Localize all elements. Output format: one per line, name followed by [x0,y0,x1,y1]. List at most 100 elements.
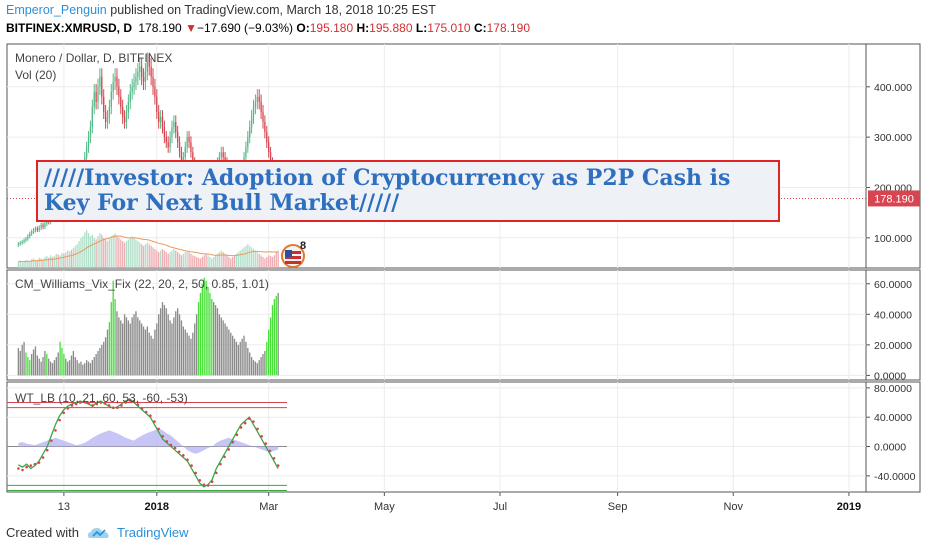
wt2-dot [25,465,28,469]
wt2-dot [103,401,107,405]
volume-bar [146,242,148,268]
vix-bar [95,354,97,376]
volume-bar [125,241,128,268]
y-tick-label: 400.000 [874,82,912,94]
volume-bar [38,257,40,268]
vix-bar [167,314,169,376]
vix-bar [36,355,39,376]
volume-bar [131,236,133,268]
vix-bar [118,317,120,376]
volume-bar [262,256,264,268]
volume-bar [139,242,141,268]
volume-bar [87,233,90,268]
vix-bar [243,335,245,376]
vix-bar [199,292,202,376]
volume-bar [201,256,203,268]
candle-body [142,76,145,82]
volume-bar [101,234,103,268]
wt2-dot [198,478,202,482]
candle-body [118,86,120,97]
volume-bar [273,255,276,268]
volume-bar [241,249,243,268]
vix-bar [188,335,190,376]
vix-bar [182,326,185,376]
wt2-dot [78,401,82,404]
event-flag-icon[interactable]: 8 [281,240,306,268]
candle-body [99,76,101,87]
x-tick-label: 2018 [145,501,169,513]
vix-bar [142,326,145,376]
vix-bar [110,302,112,376]
candle-body [245,147,247,158]
candle-body [104,111,107,123]
y-tick-label: 80.0000 [874,383,912,395]
volume-label: Vol (20) [15,68,56,82]
x-tick-label: May [374,501,395,513]
tradingview-link[interactable]: TradingView [116,525,189,540]
wt-pane-title: WT_LB (10, 21, 60, 53, -60, -53) [15,391,188,405]
volume-bar [49,255,52,268]
y-axis-ticks: 400.000300.000200.000100.00060.000040.00… [866,82,916,483]
vix-bar [175,311,177,376]
vix-bar [277,292,279,376]
volume-bar [70,249,73,268]
x-tick-label: Jul [493,501,507,513]
pane-border-2 [6,381,921,493]
vix-bar [137,317,139,376]
volume-bar [186,250,188,268]
volume-bar [277,250,279,268]
headline-banner: /////Investor: Adoption of Cryptocurrenc… [36,160,780,222]
wt2-dot [182,454,185,457]
vix-bar [220,317,222,376]
candle-body [137,71,139,77]
candle-body [123,116,126,123]
vix-bar [59,341,61,376]
vix-bar [192,332,194,376]
vix-bar [239,341,241,376]
wt2-dot [41,456,45,459]
vix-bar [32,349,35,376]
x-tick-label: 13 [58,501,70,513]
candle-body [103,96,105,112]
candle-body [40,225,42,228]
candle-body [167,142,169,148]
candle-body [171,127,173,138]
author-link[interactable]: Emperor_Penguin [6,3,107,17]
candle-body [247,137,249,148]
vix-bar [44,350,46,376]
volume-bar [156,250,158,268]
volume-bar [199,258,202,268]
wt2-dot [132,399,136,403]
vix-bar [80,361,82,376]
wt2-dot [116,406,119,409]
wt2-dot [54,429,57,432]
vix-bar [87,361,90,376]
vix-bar [205,280,207,376]
candle-body [120,96,122,107]
volume-bar [59,255,61,268]
wt2-dot [66,407,70,410]
vix-bar [25,352,27,376]
vix-bar [104,337,107,376]
volume-bar [93,237,95,268]
y-tick-label: 20.0000 [874,340,912,352]
candle-body [192,152,194,163]
candle-body [218,157,221,163]
candle-body [34,228,37,231]
vix-bar [264,350,266,376]
vix-bar [235,341,238,376]
volume-bar [46,256,48,268]
price-tag: 178.190 [868,190,920,207]
candle-body [112,81,114,92]
wt2-dot [17,467,20,470]
volume-bar [53,256,56,268]
wt2-dot [161,434,165,438]
vix-bar [34,346,37,376]
vix-bar [154,329,156,376]
vix-bar [231,335,234,376]
publish-line: Emperor_Penguin published on TradingView… [6,3,436,17]
candle-body [249,127,251,138]
volume-bar [95,239,97,268]
gridlines [7,44,866,492]
vix-bar [103,341,105,376]
